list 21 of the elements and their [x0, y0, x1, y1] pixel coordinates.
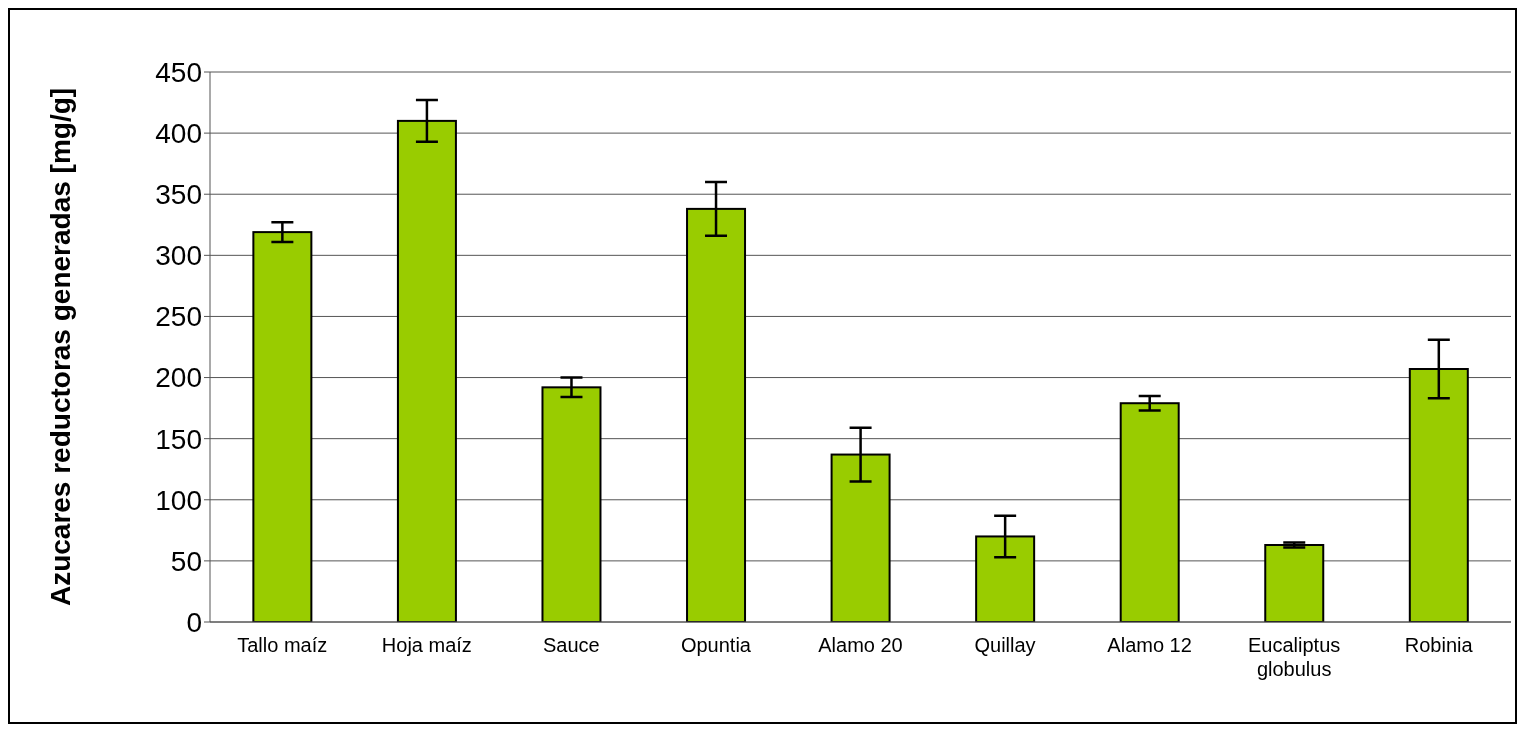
- y-tick-label: 50: [170, 545, 202, 577]
- y-tick-label: 250: [155, 301, 202, 333]
- x-tick-label: Alamo 12: [1107, 634, 1192, 656]
- y-tick-label: 200: [155, 362, 202, 394]
- y-axis-title: Azucares reductoras generadas [mg/g]: [44, 87, 76, 607]
- y-tick-label: 100: [155, 484, 202, 516]
- y-tick-label: 300: [155, 240, 202, 272]
- y-tick-label: 450: [155, 56, 202, 88]
- y-tick-label: 150: [155, 423, 202, 455]
- x-tick-label: Robinia: [1404, 634, 1474, 656]
- x-tick-label: Eucaliptus globulus: [1248, 634, 1341, 680]
- x-tick-label: Opuntia: [680, 634, 752, 656]
- x-tick-label: Hoja maíz: [381, 634, 472, 656]
- y-tick-label: 350: [155, 179, 202, 211]
- x-tick-label: Tallo maíz: [237, 634, 328, 656]
- y-tick-label: 400: [155, 118, 202, 150]
- y-tick-label: 0: [186, 606, 202, 638]
- bar: [1264, 544, 1325, 622]
- x-tick-label: Sauce: [543, 634, 600, 656]
- x-tick-label: Alamo 20: [818, 634, 903, 656]
- x-tick-label: Quillay: [974, 634, 1036, 656]
